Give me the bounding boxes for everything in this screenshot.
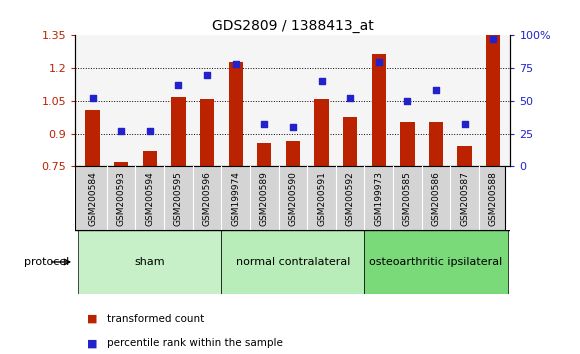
Point	[145, 128, 154, 134]
Bar	[78, 230, 222, 294]
Text: GSM200585: GSM200585	[403, 171, 412, 226]
Text: GSM200590: GSM200590	[288, 171, 298, 226]
Bar	[400, 122, 415, 166]
Point	[88, 96, 97, 101]
Point	[117, 128, 126, 134]
Text: GSM200584: GSM200584	[88, 171, 97, 226]
Point	[374, 59, 383, 64]
Text: GSM200593: GSM200593	[117, 171, 126, 226]
Bar	[85, 110, 100, 166]
Text: GSM200587: GSM200587	[460, 171, 469, 226]
Point	[231, 61, 240, 67]
Bar	[364, 230, 508, 294]
Text: GSM200595: GSM200595	[174, 171, 183, 226]
Text: GSM200588: GSM200588	[489, 171, 498, 226]
Bar	[143, 151, 157, 166]
Text: ■: ■	[87, 338, 97, 348]
Text: GSM200586: GSM200586	[432, 171, 440, 226]
Text: GSM200589: GSM200589	[260, 171, 269, 226]
Point	[432, 87, 441, 93]
Bar	[257, 143, 271, 166]
Text: GSM200592: GSM200592	[346, 171, 354, 226]
Bar	[200, 99, 214, 166]
Text: normal contralateral: normal contralateral	[235, 257, 350, 267]
Bar	[171, 97, 186, 166]
Text: ■: ■	[87, 314, 97, 324]
Text: protocol: protocol	[24, 257, 70, 267]
Point	[317, 79, 326, 84]
Text: GSM199974: GSM199974	[231, 171, 240, 226]
Text: osteoarthritic ipsilateral: osteoarthritic ipsilateral	[369, 257, 503, 267]
Bar	[458, 145, 472, 166]
Bar	[486, 34, 501, 166]
Text: sham: sham	[135, 257, 165, 267]
Text: transformed count: transformed count	[107, 314, 205, 324]
Bar	[343, 117, 357, 166]
Point	[288, 124, 298, 130]
Point	[202, 72, 212, 78]
Text: GSM200591: GSM200591	[317, 171, 326, 226]
Point	[174, 82, 183, 88]
Text: GSM200596: GSM200596	[202, 171, 212, 226]
Bar	[372, 54, 386, 166]
Point	[346, 96, 355, 101]
Point	[460, 122, 469, 127]
Bar	[229, 62, 243, 166]
Title: GDS2809 / 1388413_at: GDS2809 / 1388413_at	[212, 19, 374, 33]
Bar	[222, 230, 364, 294]
Text: GSM200594: GSM200594	[146, 171, 154, 226]
Point	[488, 36, 498, 42]
Bar	[314, 99, 329, 166]
Bar	[429, 122, 443, 166]
Point	[403, 98, 412, 104]
Bar	[114, 162, 128, 166]
Text: GSM199973: GSM199973	[374, 171, 383, 227]
Text: percentile rank within the sample: percentile rank within the sample	[107, 338, 283, 348]
Bar	[286, 141, 300, 166]
Point	[260, 122, 269, 127]
